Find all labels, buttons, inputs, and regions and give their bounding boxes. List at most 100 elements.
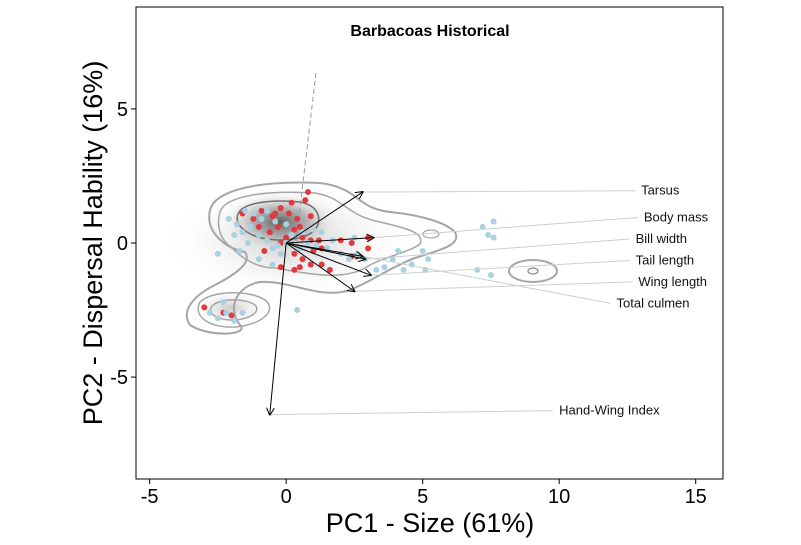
red-point [291, 250, 298, 257]
x-tick-label: 0 [281, 486, 292, 508]
loading-labels: Tarsus Body mass Bill width Tail length Wing… [559, 183, 708, 418]
blue-point [258, 215, 265, 222]
blue-point [425, 256, 432, 263]
density-contour-outer [185, 181, 458, 335]
blue-point [244, 240, 251, 246]
blue-point [239, 309, 246, 316]
bill-width-label: Bill width [636, 231, 687, 246]
blue-point [264, 237, 271, 244]
red-point [288, 199, 295, 206]
blue-point [479, 223, 486, 230]
red-point [201, 304, 208, 311]
red-point [302, 197, 309, 204]
density-contour-right-inner [527, 267, 539, 275]
blue-point [206, 309, 213, 316]
blue-point [242, 207, 249, 214]
blue-point [474, 266, 481, 273]
hand-wing-index-label: Hand-Wing Index [559, 403, 660, 418]
blue-point [313, 242, 320, 249]
density-shade-low [185, 288, 275, 328]
red-point [285, 210, 292, 217]
blue-point [255, 256, 262, 263]
blue-point [294, 307, 301, 314]
wing-length-label: Wing length [638, 274, 707, 289]
wing-length-arrow [285, 242, 354, 291]
blue-point [255, 231, 262, 238]
hand-wing-index-arrow [270, 242, 287, 415]
red-point [291, 226, 298, 233]
body-mass-arrow [286, 238, 373, 244]
x-tick-label: 5 [417, 486, 428, 508]
blue-point [485, 231, 492, 238]
blue-point [487, 272, 494, 279]
x-tick-label: -5 [141, 486, 159, 508]
x-axis-ticks: -5 0 5 10 15 [141, 479, 707, 508]
wing-length-leader [354, 281, 633, 292]
red-point [315, 237, 322, 244]
blue-point [214, 315, 221, 322]
total-culmen-arrow [286, 242, 362, 256]
blue-point [274, 242, 281, 249]
red-point [283, 234, 290, 241]
blue-point [400, 266, 407, 273]
body-mass-leader [373, 217, 638, 239]
tail-length-arrow [285, 242, 371, 275]
density-contour-mid [217, 191, 422, 276]
chart-title: Barbacoas Historical [350, 23, 509, 40]
blue-point [305, 240, 312, 246]
red-point [305, 189, 312, 196]
blue-point [225, 215, 232, 222]
blue-point [351, 234, 358, 241]
red-point [277, 264, 284, 271]
red-point [307, 261, 314, 268]
blue-point [223, 309, 230, 316]
red-point [272, 210, 279, 217]
red-point [296, 223, 303, 230]
blue-point [236, 248, 243, 255]
tail-length-label: Tail length [636, 252, 695, 267]
blue-point [272, 218, 279, 225]
blue-point [220, 299, 227, 305]
blue-point [269, 245, 276, 252]
red-point [337, 237, 344, 244]
blue-point [269, 261, 276, 268]
blue-point [490, 218, 497, 225]
x-tick-label: 10 [548, 486, 570, 508]
red-point [255, 223, 262, 230]
red-point [261, 248, 268, 255]
body-mass-label: Body mass [644, 210, 709, 225]
hand-wing-index-leader [269, 410, 554, 416]
blue-point [231, 231, 238, 238]
tarsus-arrow [285, 192, 362, 244]
y-tick-label: 5 [117, 99, 128, 121]
tail-length-leader [370, 259, 630, 276]
density-contour-lower [197, 292, 271, 328]
red-point [348, 240, 355, 246]
red-point [250, 215, 257, 222]
blue-point [490, 234, 497, 241]
red-point [266, 229, 273, 236]
blue-point [381, 264, 388, 271]
y-axis-ticks: -5 0 5 [110, 99, 136, 389]
blue-point [373, 266, 380, 273]
blue-point [234, 221, 241, 228]
red-point [318, 261, 325, 268]
red-point [228, 312, 235, 319]
y-axis-title: PC2 - Dispersal Hability (16%) [78, 61, 108, 426]
x-tick-label: 15 [685, 486, 707, 508]
red-point [296, 264, 303, 271]
red-point [365, 245, 372, 252]
density-contour-lower-inner [210, 299, 258, 321]
tarsus-label: Tarsus [641, 183, 680, 198]
blue-point [345, 256, 352, 263]
blue-point [277, 250, 284, 257]
red-point [299, 234, 306, 241]
blue-point [310, 226, 317, 233]
red-point [299, 256, 306, 263]
bill-width-leader [365, 238, 630, 260]
blue-point [214, 250, 221, 257]
x-axis-title: PC1 - Size (61%) [326, 508, 535, 538]
blue-point [264, 207, 271, 214]
red-point [291, 266, 298, 273]
